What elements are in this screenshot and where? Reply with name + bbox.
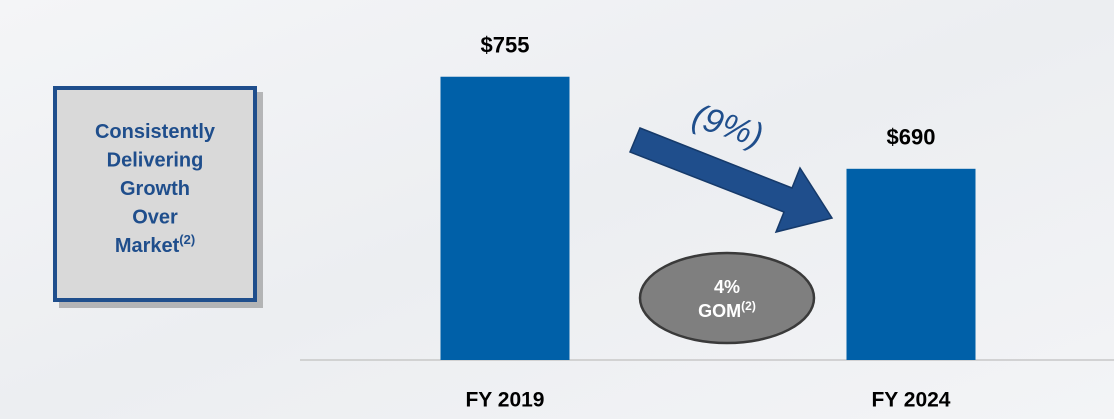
callout-line: Market(2): [115, 232, 195, 257]
bar: [440, 76, 570, 361]
ellipse-line: GOM(2): [698, 299, 756, 321]
callout-line-text: Market: [115, 235, 180, 257]
callout-text: Consistently Delivering Growth Over Market(2…: [95, 121, 216, 257]
superscript: (2): [741, 299, 756, 313]
callout-line: Consistently: [95, 121, 216, 143]
callout-line-text: Delivering: [107, 150, 204, 172]
callout-line-text: Over: [132, 207, 178, 229]
superscript: (2): [179, 232, 195, 247]
down-arrow: [629, 127, 834, 234]
callout-line-text: Growth: [120, 178, 190, 200]
ellipse-line-text: GOM: [698, 301, 741, 321]
callout-line-text: Consistently: [95, 121, 216, 143]
x-tick-label: FY 2024: [871, 389, 950, 412]
bar: [846, 168, 976, 360]
ellipse-line-text: 4%: [714, 277, 740, 297]
callout-line: Over: [132, 207, 178, 229]
callout-line: Growth: [120, 178, 190, 200]
callout-line: Delivering: [107, 150, 204, 172]
gom-ellipse: [638, 251, 816, 345]
callout-box: [53, 86, 257, 302]
ellipse-text: 4%GOM(2): [698, 277, 756, 321]
ellipse-line: 4%: [714, 277, 740, 297]
x-tick-label: FY 2019: [465, 389, 544, 412]
value-label: $690: [887, 125, 936, 150]
value-label: $755: [481, 33, 530, 58]
